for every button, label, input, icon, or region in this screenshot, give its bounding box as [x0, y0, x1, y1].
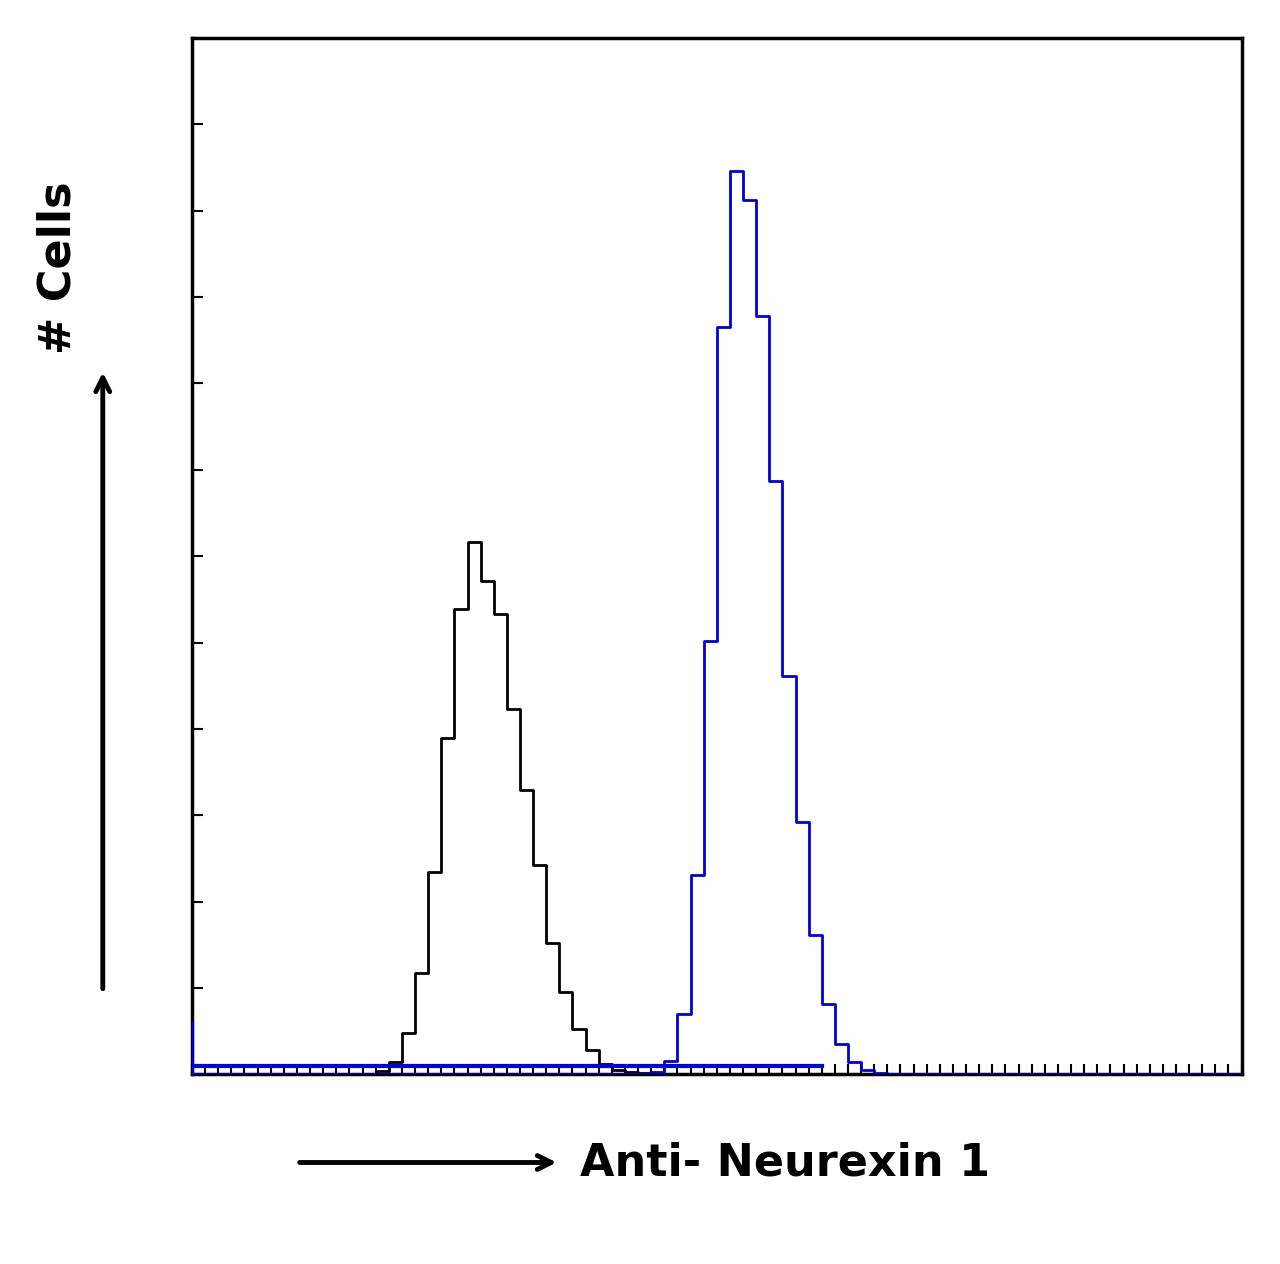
- Text: Anti- Neurexin 1: Anti- Neurexin 1: [580, 1141, 991, 1184]
- Text: # Cells: # Cells: [36, 181, 79, 354]
